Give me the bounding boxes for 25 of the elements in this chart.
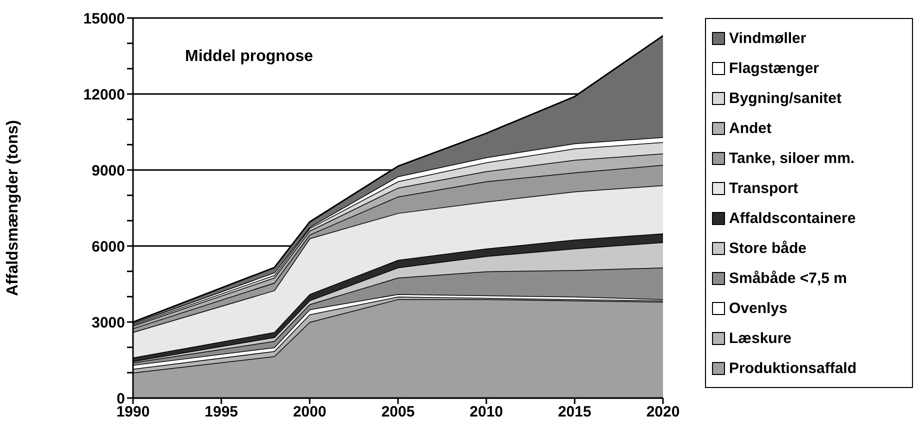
legend-label: Småbåde <7,5 m <box>729 270 847 286</box>
legend-label: Transport <box>729 180 798 196</box>
legend-label: Bygning/sanitet <box>729 90 842 106</box>
x-tick-label: 2000 <box>292 404 326 421</box>
y-tick-label: 3000 <box>92 314 125 332</box>
legend-label: Affaldscontainere <box>729 210 856 226</box>
legend-label: Tanke, siloer mm. <box>729 150 855 166</box>
legend-label: Flagstænger <box>729 60 820 76</box>
legend-label: Andet <box>729 120 772 136</box>
legend-label: Produktionsaffald <box>729 360 857 376</box>
y-tick-label: 15000 <box>83 10 125 28</box>
y-axis-title: Affaldsmængder (tons) <box>4 120 22 296</box>
y-tick-label: 12000 <box>83 86 125 104</box>
y-tick-label: 9000 <box>92 162 125 180</box>
x-tick-label: 1995 <box>204 404 238 421</box>
legend-label: Læskure <box>729 330 792 346</box>
x-tick-label: 2015 <box>558 404 592 421</box>
x-tick-label: 2005 <box>381 404 415 421</box>
x-tick-label: 2010 <box>470 404 504 421</box>
legend-label: Ovenlys <box>729 300 788 316</box>
legend-label: Store både <box>729 240 807 256</box>
text: Middel prognose <box>185 48 313 66</box>
y-tick-label: 6000 <box>92 238 125 256</box>
legend-label: Vindmøller <box>729 30 806 46</box>
x-tick-label: 2020 <box>646 404 680 421</box>
